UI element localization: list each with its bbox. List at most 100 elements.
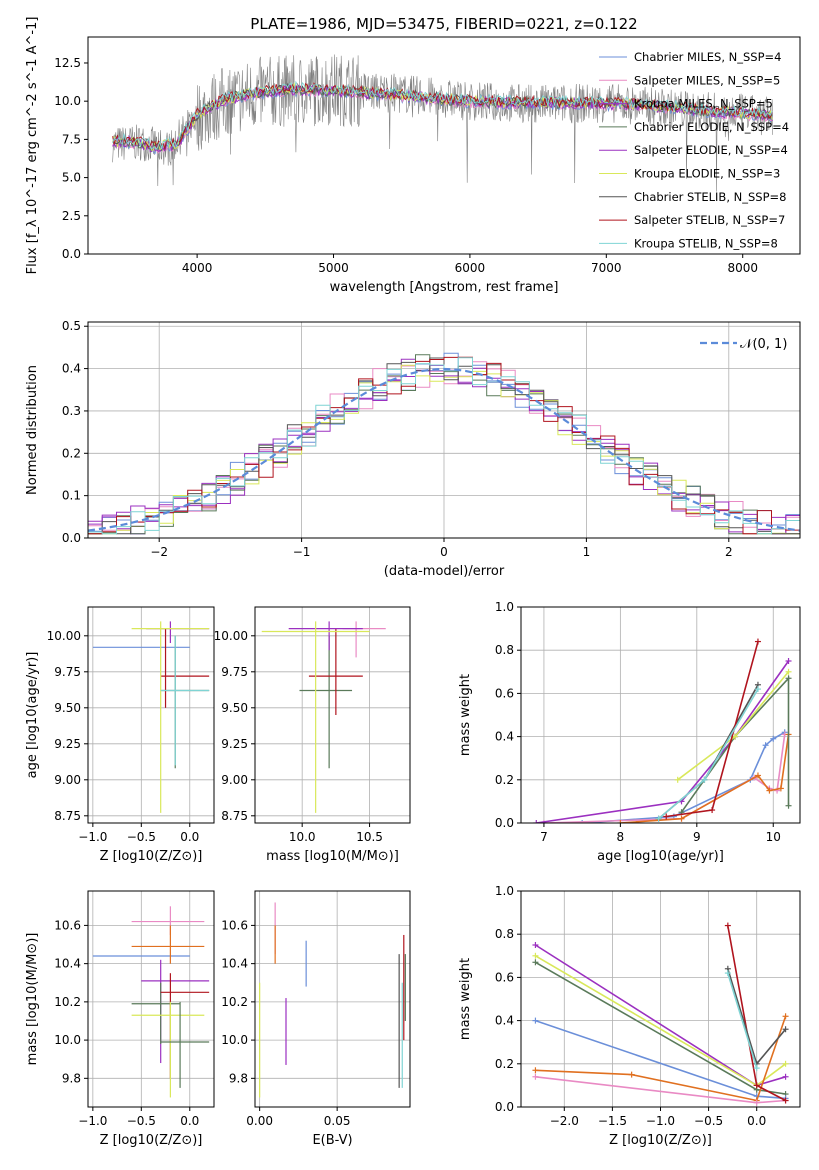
y-tick-label: 10.00 [47,629,81,643]
y-tick-label: 9.8 [229,1071,248,1085]
x-tick-label: 7 [540,830,548,844]
y-tick-label: 9.8 [62,1071,81,1085]
y-tick-label: 0.0 [495,1100,514,1114]
series-line [727,972,758,1069]
panel-spectrum: Chabrier MILES, N_SSP=4 Salpeter MILES, N… [25,15,801,295]
x-tick-label: −2.0 [550,1114,579,1128]
y-tick-label: 0.6 [495,970,514,984]
y-tick-label: 0.4 [62,362,81,376]
series-line [666,641,759,818]
legend-label: Kroupa STELIB, N_SSP=8 [634,236,778,250]
histogram-step [88,354,800,535]
y-tick-label: 9.50 [54,701,81,715]
y-tick-label: 0.2 [495,1057,514,1071]
panel-mass-vs-ebv: 0.00 0.05 9.8 10.0 10.2 10.4 10.6 E(B-V) [221,890,411,1148]
x-tick-label: 7000 [591,261,622,275]
axes-frame [87,606,215,824]
series-line [658,684,759,820]
panel-age-vs-Z: −1.0 −0.5 0.0 8.75 9.00 9.25 9.50 9.75 10.00 Z [l… [25,606,215,864]
panel-residuals: 𝒩(0, 1) −2 −1 0 1 2 0.0 0.1 0.2 0.3 0.4 0.5 (data-mo… [25,319,801,579]
x-axis-label: (data-model)/error [384,564,505,579]
chart-title: PLATE=1986, MJD=53475, FIBERID=0221, z=0… [250,15,637,33]
legend-label: Chabrier MILES, N_SSP=4 [634,50,781,64]
normal-curve [88,367,800,532]
series-line [535,1016,787,1102]
x-tick-label: 10 [766,830,781,844]
y-tick-label: 9.00 [221,773,248,787]
y-axis-label: Normed distribution [25,365,40,495]
x-tick-label: 10.0 [289,830,316,844]
x-tick-label: −1 [293,545,311,559]
plot-area [532,922,789,1106]
y-axis-label: age [log10(age/yr)] [25,652,40,779]
y-tick-label: 10.0 [54,94,81,108]
panel-massweight-vs-Z: −2.0 −1.5 −1.0 −0.5 0.0 0.0 0.2 0.4 0.6 0.8 1.0 Z [… [458,884,801,1148]
x-tick-label: 1 [583,545,591,559]
y-tick-label: 10.0 [54,1033,81,1047]
y-tick-label: 10.6 [221,918,248,932]
panel-massweight-vs-age: 7 8 9 10 0.0 0.2 0.4 0.6 0.8 1.0 age [log10(age/yr… [458,600,801,864]
x-tick-label: 9 [693,830,701,844]
y-tick-label: 0.3 [62,404,81,418]
observed-spectrum [112,54,773,192]
y-tick-label: 10.2 [221,995,248,1009]
panel-mass-vs-Z: −1.0 −0.5 0.0 9.8 10.0 10.2 10.4 10.6 Z [log10(Z… [25,890,215,1148]
legend-label: Salpeter ELODIE, N_SSP=4 [634,143,788,157]
y-axis-label: mass weight [458,958,473,1040]
panel-age-vs-mass: 10.0 10.5 8.75 9.00 9.25 9.50 9.75 10.00 mass [l… [214,606,411,864]
x-tick-label: −1.0 [78,830,107,844]
y-tick-label: 9.50 [221,701,248,715]
x-tick-label: 0.0 [747,1114,766,1128]
x-axis-label: wavelength [Angstrom, rest frame] [330,280,559,295]
model-series-line [112,80,773,151]
y-tick-label: 10.2 [54,995,81,1009]
series-line [680,676,790,813]
y-tick-label: 5.0 [62,171,81,185]
model-series-line [112,82,773,150]
x-tick-label: 8 [617,830,625,844]
x-tick-label: 0.0 [180,830,199,844]
y-tick-label: 9.00 [54,773,81,787]
y-tick-label: 0.0 [495,816,514,830]
x-tick-label: −0.5 [127,830,156,844]
x-axis-label: Z [log10(Z/Z⊙)] [100,849,203,864]
y-tick-label: 9.25 [54,737,81,751]
y-tick-label: 0.8 [495,927,514,941]
y-axis-label: Flux [f_λ 10^-17 erg cm^-2 s^-1 A^-1] [25,17,40,275]
y-axis-label: mass weight [458,674,473,756]
x-axis-label: Z [log10(Z/Z⊙)] [609,1133,712,1148]
y-tick-label: 9.25 [221,737,248,751]
x-tick-label: 2 [725,545,733,559]
y-tick-label: 0.1 [62,489,81,503]
y-tick-label: 7.5 [62,132,81,146]
y-axis-label: mass [log10(M/M⊙)] [25,933,40,1066]
x-tick-label: −1.0 [646,1114,675,1128]
y-tick-label: 0.5 [62,319,81,333]
y-tick-label: 0.4 [495,730,514,744]
axes-frame [520,606,801,824]
legend-label: 𝒩(0, 1) [740,337,787,352]
y-tick-label: 10.00 [214,629,248,643]
legend-label: Kroupa ELODIE, N_SSP=3 [634,167,780,181]
y-tick-label: 8.75 [54,809,81,823]
x-tick-label: 0.0 [180,1114,199,1128]
legend-label: Kroupa MILES, N_SSP=5 [634,97,773,111]
y-tick-label: 2.5 [62,209,81,223]
x-tick-label: −0.5 [127,1114,156,1128]
x-tick-label: 10.5 [356,830,383,844]
plot-area [261,621,386,813]
y-tick-label: 0.0 [62,531,81,545]
histogram-step [88,356,800,535]
legend-label: Chabrier ELODIE, N_SSP=4 [634,120,789,134]
x-tick-label: −2 [150,545,168,559]
y-tick-label: 12.5 [54,56,81,70]
legend-label: Chabrier STELIB, N_SSP=8 [634,190,786,204]
plot-area [92,621,210,813]
x-axis-label: E(B-V) [312,1133,352,1148]
plot-area [259,902,406,1098]
y-tick-label: 0.6 [495,686,514,700]
x-tick-label: 0.00 [246,1114,273,1128]
y-tick-label: 10.4 [54,957,81,971]
plot-area [533,638,792,823]
